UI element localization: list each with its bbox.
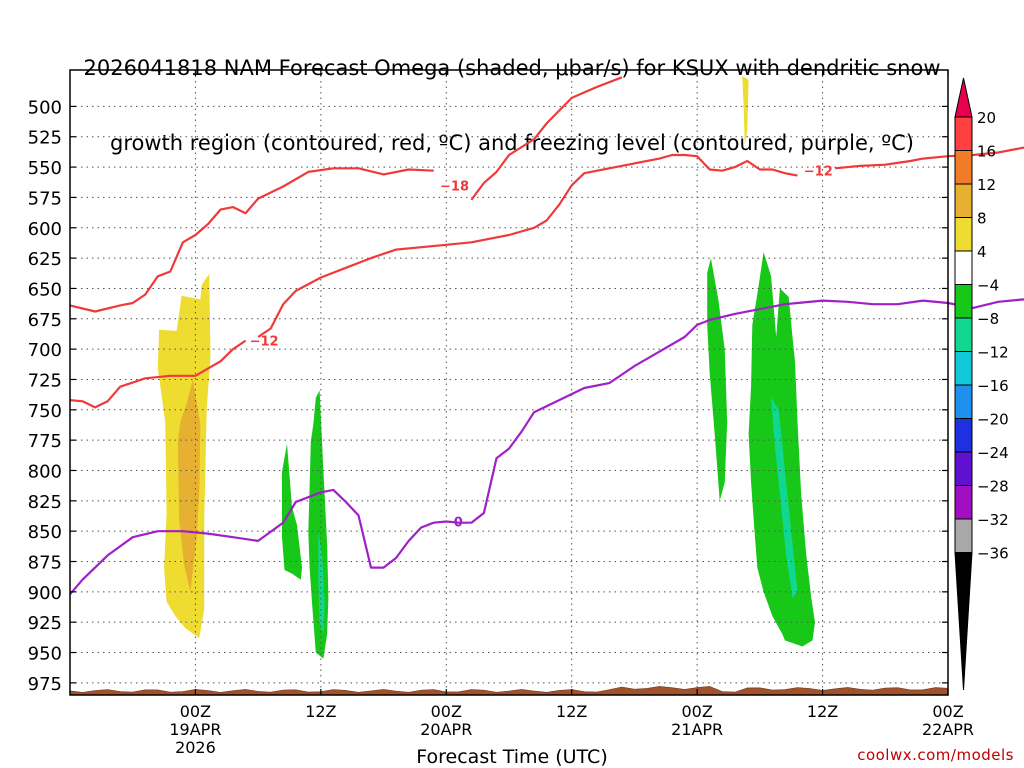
site-credit: coolwx.com/models: [857, 746, 1014, 764]
colorbar-segment-9: [954, 418, 973, 453]
y-tick-label-500: 500: [28, 97, 62, 118]
colorbar-label-2: 12: [977, 176, 996, 194]
colorbar-segment-7: [954, 351, 973, 386]
dgz-bottom-minus12-label: −12: [250, 335, 279, 350]
y-tick-label-900: 900: [28, 583, 62, 604]
y-tick-label-750: 750: [28, 401, 62, 422]
freezing-level-0C-label: 0: [454, 515, 463, 530]
chart-title: 2026041818 NAM Forecast Omega (shaded, μ…: [0, 6, 1024, 181]
y-tick-label-600: 600: [28, 219, 62, 240]
y-tick-label-525: 525: [28, 128, 62, 149]
colorbar-label-3: 8: [977, 210, 987, 228]
dgz-top-minus18-b: [470, 76, 623, 201]
x-tick-label-40-0: 00Z: [681, 702, 712, 721]
x-tick-label-30-0: 12Z: [556, 702, 587, 721]
colorbar-segment-11: [954, 485, 973, 520]
x-tick-label-60-0: 00Z: [932, 702, 963, 721]
colorbar-segment-3: [954, 217, 973, 252]
colorbar-label-0: 20: [977, 109, 996, 127]
y-tick-label-975: 975: [28, 674, 62, 695]
omega-pos-8to12-early: [177, 379, 201, 592]
colorbar-label-7: −12: [977, 344, 1009, 362]
x-tick-label-0-1: 19APR: [169, 720, 221, 739]
freezing-level-0C: [69, 298, 1024, 596]
colorbar-segment-6: [954, 317, 973, 352]
colorbar-segment-12: [954, 518, 973, 553]
plot-frame: [69, 69, 949, 696]
colorbar-label-1: 16: [977, 143, 996, 161]
colorbar-segment-10: [954, 451, 973, 486]
y-tick-label-575: 575: [28, 188, 62, 209]
x-tick-label-20-1: 20APR: [420, 720, 472, 739]
colorbar-segment-2: [954, 183, 973, 218]
y-tick-label-700: 700: [28, 340, 62, 361]
omega-neg-8to12-b: [318, 531, 325, 635]
omega-neg-4to8-b: [308, 390, 329, 659]
y-tick-label-650: 650: [28, 279, 62, 300]
colorbar-label-6: −8: [977, 310, 999, 328]
x-tick-label-50-0: 12Z: [807, 702, 838, 721]
omega-neg-4to8-c: [707, 258, 728, 501]
x-tick-label-0-2: 2026: [175, 738, 216, 757]
colorbar-label-13: −36: [977, 545, 1009, 563]
colorbar-segment-1: [954, 150, 973, 185]
omega-shading-layer: [157, 76, 815, 659]
omega-neg-4to8-a: [282, 443, 302, 580]
y-tick-label-625: 625: [28, 249, 62, 270]
dgz-top-minus18: [69, 167, 434, 313]
x-tick-label-40-1: 21APR: [671, 720, 723, 739]
dgz-minus12-c-label: −12: [804, 165, 833, 180]
colorbar-label-5: −4: [977, 277, 999, 295]
x-tick-label-0-0: 00Z: [180, 702, 211, 721]
colorbar: 20 16 12 8 4 −4 −8 −12 −16 −20 −24 −28 −32 −36: [954, 77, 1009, 691]
omega-neg-8to12-d: [771, 397, 798, 598]
dgz-bottom-minus12: [69, 339, 247, 409]
colorbar-label-9: −20: [977, 411, 1009, 429]
colorbar-label-8: −16: [977, 377, 1009, 395]
dgz-minus12-b: [257, 153, 798, 338]
colorbar-segment-above-20: [954, 77, 973, 118]
omega-pos-4to8-late: [742, 76, 749, 146]
colorbar-segment-4: [954, 250, 973, 285]
y-tick-label-550: 550: [28, 158, 62, 179]
colorbar-segment-0: [954, 116, 973, 151]
grid-layer: [70, 70, 949, 695]
y-tick-label-925: 925: [28, 613, 62, 634]
x-axis-label: Forecast Time (UTC): [416, 746, 608, 768]
x-tick-label-20-0: 00Z: [431, 702, 462, 721]
colorbar-label-4: 4: [977, 243, 987, 261]
colorbar-segment-below-36: [954, 552, 973, 691]
x-tick-label-10-0: 12Z: [305, 702, 336, 721]
colorbar-segment-5: [954, 284, 973, 319]
x-tick-label-60-1: 22APR: [922, 720, 974, 739]
y-tick-label-850: 850: [28, 522, 62, 543]
dgz-top-minus18-label: −18: [440, 179, 469, 194]
y-tick-label-800: 800: [28, 461, 62, 482]
y-tick-label-725: 725: [28, 370, 62, 391]
y-tick-label-775: 775: [28, 431, 62, 452]
y-tick-label-875: 875: [28, 553, 62, 574]
y-tick-label-675: 675: [28, 310, 62, 331]
colorbar-label-12: −32: [977, 511, 1009, 529]
chart-title-line1: 2026041818 NAM Forecast Omega (shaded, μ…: [83, 56, 941, 80]
axes-layer: 500 525 550 575 600 625 650 675 700 725 750 775 800 8…: [28, 69, 974, 757]
colorbar-segment-8: [954, 384, 973, 419]
colorbar-label-11: −28: [977, 478, 1009, 496]
colorbar-label-10: −24: [977, 444, 1009, 462]
terrain-layer: [69, 686, 949, 696]
contour-layer: −18 −12 −12 0: [69, 76, 1024, 596]
y-tick-label-950: 950: [28, 644, 62, 665]
chart-title-line2: growth region (contoured, red, ºC) and f…: [110, 131, 914, 155]
y-tick-label-825: 825: [28, 492, 62, 513]
ground: [69, 686, 949, 696]
